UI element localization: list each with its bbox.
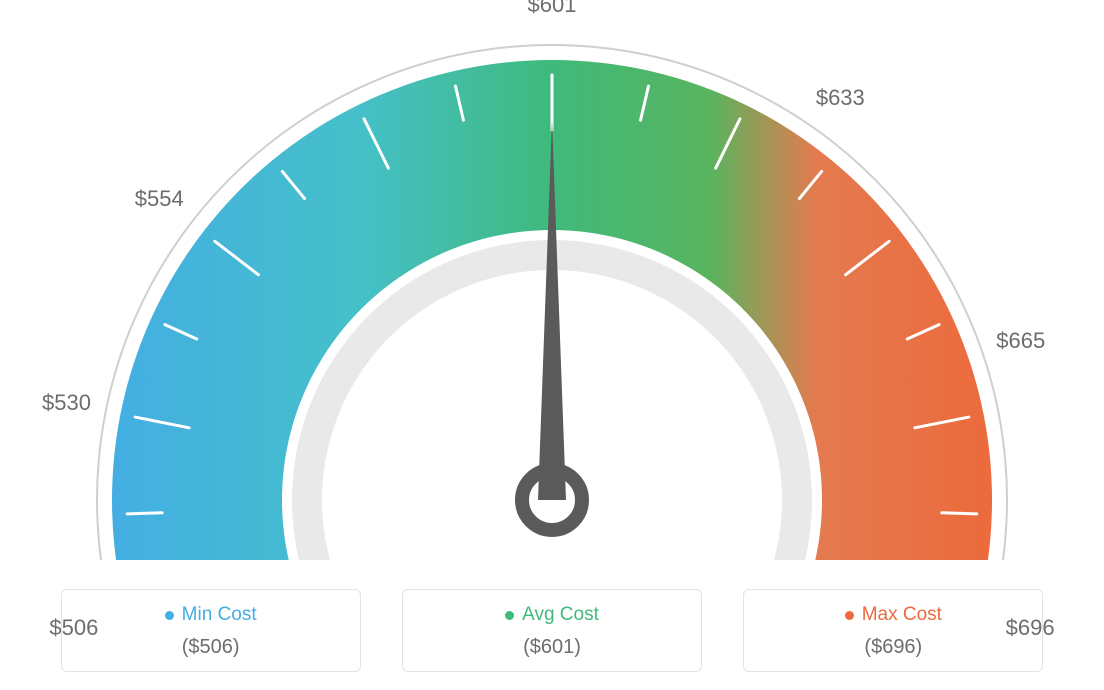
- gauge-scale-label: $601: [528, 0, 577, 18]
- legend-max-value: ($696): [744, 636, 1042, 659]
- legend-dot-max: [845, 611, 854, 620]
- cost-gauge-chart: $506$530$554$601$633$665$696: [0, 0, 1104, 560]
- legend-avg-cost: Avg Cost ($601): [402, 589, 702, 672]
- legend-avg-label: Avg Cost: [522, 604, 599, 626]
- legend-max-cost: Max Cost ($696): [743, 589, 1043, 672]
- gauge-scale-label: $633: [816, 85, 865, 111]
- gauge-scale-label: $665: [996, 328, 1045, 354]
- legend-min-cost: Min Cost ($506): [61, 589, 361, 672]
- gauge-scale-label: $530: [42, 390, 91, 416]
- legend-row: Min Cost ($506) Avg Cost ($601) Max Cost…: [0, 589, 1104, 672]
- legend-min-value: ($506): [62, 636, 360, 659]
- legend-dot-min: [165, 611, 174, 620]
- gauge-svg: [0, 0, 1104, 560]
- legend-min-label: Min Cost: [182, 604, 257, 626]
- gauge-scale-label: $554: [135, 186, 184, 212]
- legend-dot-avg: [505, 611, 514, 620]
- legend-max-label: Max Cost: [862, 604, 942, 626]
- legend-avg-value: ($601): [403, 636, 701, 659]
